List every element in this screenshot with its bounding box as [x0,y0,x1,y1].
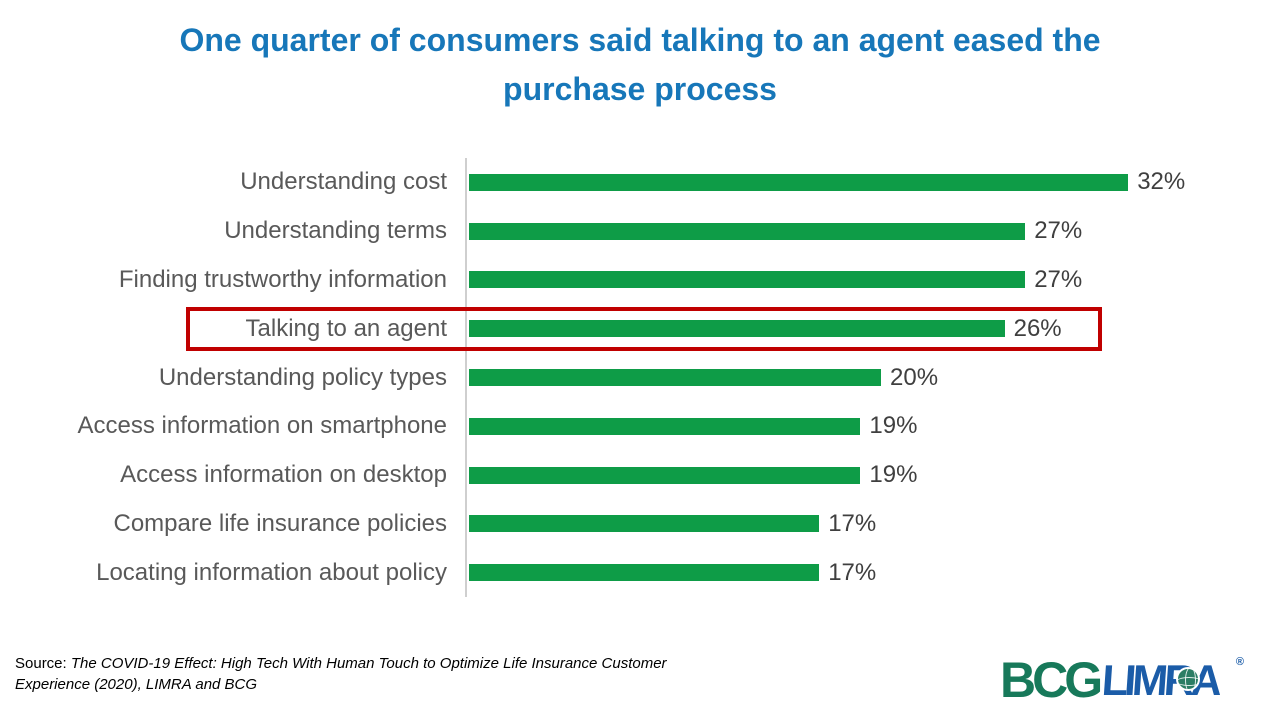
bar-area: 32% [465,158,1280,207]
bar [469,173,1129,191]
bar-area: 17% [465,499,1280,549]
value-label: 17% [828,558,877,586]
bar-chart: Understanding cost 32% Understanding terms… [0,158,1280,598]
value-label: 20% [890,363,939,391]
chart-row: Talking to an agent 26% [0,304,1280,354]
chart-row: Compare life insurance policies 17% [0,499,1280,549]
slide-title-line-2: purchase process [503,71,777,107]
limra-logo: LIMRA ® [1100,656,1244,710]
limra-globe-icon [1176,667,1200,691]
bar-area: 27% [465,206,1280,256]
category-label: Access information on desktop [120,461,447,489]
bcg-logo: BCG [1000,652,1103,708]
chart-row: Finding trustworthy information 27% [0,255,1280,305]
category-label: Understanding cost [240,168,447,196]
category-label: Talking to an agent [245,314,447,342]
bar-area: 26% [465,304,1280,354]
bar-area: 19% [465,401,1280,451]
bar [469,564,820,582]
category-label: Finding trustworthy information [118,265,447,293]
bar [469,222,1026,240]
bar-area: 27% [465,255,1280,305]
bar [469,515,820,533]
value-label: 26% [1013,314,1062,342]
bar-area: 20% [465,353,1280,402]
chart-row: Understanding terms 27% [0,206,1280,256]
value-label: 19% [869,412,918,440]
highlight-box [186,306,1102,351]
bar [469,417,861,435]
value-label: 27% [1034,265,1083,293]
bar [469,271,1026,289]
limra-logo-text: LIMRA [1100,657,1220,705]
slide-title: One quarter of consumers said talking to… [0,16,1280,114]
category-label: Locating information about policy [96,558,447,586]
value-label: 17% [828,509,877,537]
bar-area: 17% [465,548,1280,598]
category-label: Compare life insurance policies [113,509,448,537]
registered-trademark-icon: ® [1235,656,1244,668]
category-label: Access information on smartphone [77,412,447,440]
chart-row: Understanding cost 32% [0,158,1280,207]
bar-area: 19% [465,450,1280,500]
slide-title-line-1: One quarter of consumers said talking to… [179,22,1101,58]
bar [469,369,881,387]
category-label: Understanding policy types [158,363,447,391]
chart-row: Access information on desktop 19% [0,450,1280,500]
bar [469,466,861,484]
chart-row: Locating information about policy 17% [0,548,1280,598]
value-label: 19% [869,461,918,489]
source-citation: The COVID-19 Effect: High Tech With Huma… [15,655,667,693]
chart-row: Understanding policy types 20% [0,353,1280,402]
category-label: Understanding terms [224,217,447,245]
value-label: 32% [1137,168,1186,196]
chart-row: Access information on smartphone 19% [0,401,1280,451]
source-prefix: Source: [15,655,67,672]
bar [469,320,1005,338]
source-note: Source: The COVID-19 Effect: High Tech W… [15,653,730,695]
value-label: 27% [1034,217,1083,245]
